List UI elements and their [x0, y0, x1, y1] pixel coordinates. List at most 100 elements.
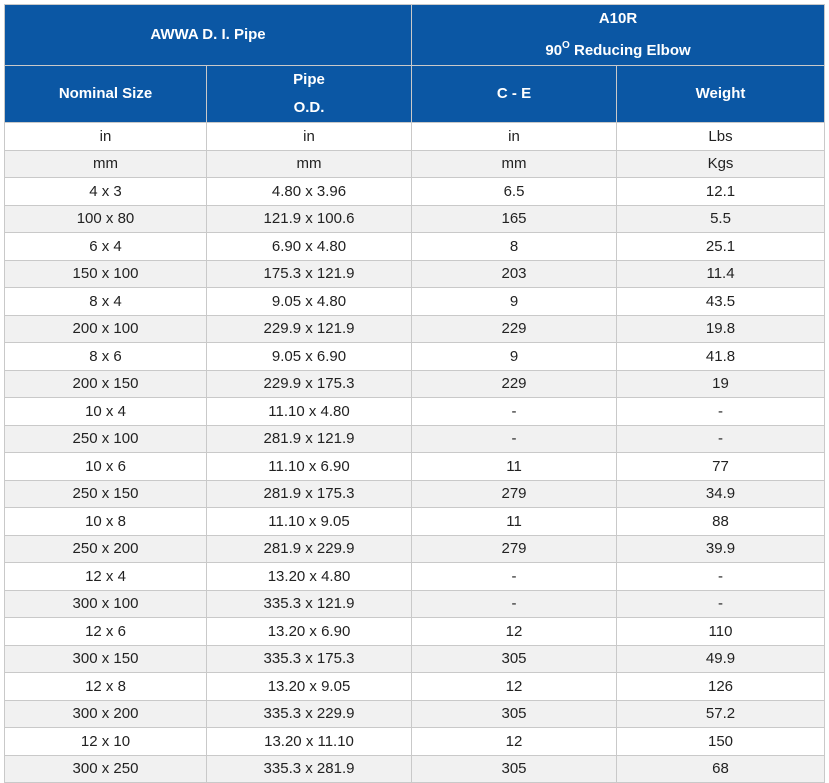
unit-row: in in in Lbs: [4, 122, 826, 151]
cell-pipe-od: in: [205, 122, 413, 151]
cell-nominal-size: 250 x 100: [4, 424, 207, 453]
table-row: 8 x 6 9.05 x 6.90 9 41.8: [4, 342, 826, 371]
header-od-label: O.D.: [293, 99, 325, 116]
cell-pipe-od: 121.9 x 100.6: [205, 204, 413, 233]
cell-pipe-od: 281.9 x 229.9: [205, 534, 413, 563]
cell-pipe-od: 4.80 x 3.96: [205, 177, 413, 206]
cell-pipe-od: 11.10 x 4.80: [205, 397, 413, 426]
cell-weight: 126: [616, 672, 826, 701]
header-ce-label: C - E: [496, 85, 532, 102]
cell-pipe-od: 13.20 x 11.10: [205, 727, 413, 756]
elbow-name: Reducing Elbow: [569, 42, 691, 59]
cell-ce: 11: [411, 507, 618, 536]
cell-ce: 6.5: [411, 177, 618, 206]
cell-ce: 12: [411, 672, 618, 701]
table-row: 8 x 4 9.05 x 4.80 9 43.5: [4, 287, 826, 316]
cell-nominal-size: 150 x 100: [4, 259, 207, 288]
cell-nominal-size: 300 x 150: [4, 644, 207, 673]
cell-weight: 12.1: [616, 177, 826, 206]
cell-nominal-size: 200 x 150: [4, 369, 207, 398]
cell-weight: 68: [616, 754, 826, 783]
cell-pipe-od: 281.9 x 121.9: [205, 424, 413, 453]
cell-pipe-od: 11.10 x 9.05: [205, 507, 413, 536]
table-row: 12 x 4 13.20 x 4.80- -: [4, 562, 826, 591]
cell-ce: 305: [411, 644, 618, 673]
cell-pipe-od: mm: [205, 149, 413, 178]
cell-weight: 150: [616, 727, 826, 756]
cell-nominal-size: 4 x 3: [4, 177, 207, 206]
cell-nominal-size: mm: [4, 149, 207, 178]
cell-pipe-od: 335.3 x 281.9: [205, 754, 413, 783]
header-nominal-size: Nominal Size: [4, 65, 207, 123]
table-row: 300 x 200 335.3 x 229.9 305 57.2: [4, 699, 826, 728]
cell-nominal-size: 250 x 200: [4, 534, 207, 563]
cell-nominal-size: 10 x 4: [4, 397, 207, 426]
cell-ce: 11: [411, 452, 618, 481]
table-row: 150 x 100 175.3 x 121.9 203 11.4: [4, 259, 826, 288]
cell-ce: mm: [411, 149, 618, 178]
cell-weight: 19: [616, 369, 826, 398]
header-group-elbow: A10R 90O Reducing Elbow: [411, 4, 826, 66]
cell-nominal-size: 300 x 100: [4, 589, 207, 618]
cell-ce: -: [411, 562, 618, 591]
header-weight-label: Weight: [695, 85, 746, 102]
table-row: 12 x 10 13.20 x 11.10 12 150: [4, 727, 826, 756]
cell-pipe-od: 335.3 x 121.9: [205, 589, 413, 618]
cell-weight: Kgs: [616, 149, 826, 178]
header-group-elbow-code: A10R: [598, 10, 638, 27]
table-row: 4 x 3 4.80 x 3.96 6.5 12.1: [4, 177, 826, 206]
table-row: 6 x 4 6.90 x 4.80 8 25.1: [4, 232, 826, 261]
cell-nominal-size: 300 x 250: [4, 754, 207, 783]
cell-nominal-size: 12 x 6: [4, 617, 207, 646]
cell-ce: 203: [411, 259, 618, 288]
cell-pipe-od: 13.20 x 4.80: [205, 562, 413, 591]
cell-pipe-od: 175.3 x 121.9: [205, 259, 413, 288]
cell-weight: 49.9: [616, 644, 826, 673]
cell-ce: 9: [411, 342, 618, 371]
cell-weight: 110: [616, 617, 826, 646]
cell-ce: 229: [411, 369, 618, 398]
cell-nominal-size: 100 x 80: [4, 204, 207, 233]
cell-ce: 9: [411, 287, 618, 316]
cell-nominal-size: 12 x 4: [4, 562, 207, 591]
table-row: 200 x 150 229.9 x 175.3 229 19: [4, 369, 826, 398]
cell-weight: 57.2: [616, 699, 826, 728]
table-row: 300 x 150 335.3 x 175.3 305 49.9: [4, 644, 826, 673]
cell-ce: 165: [411, 204, 618, 233]
cell-nominal-size: 10 x 6: [4, 452, 207, 481]
cell-ce: 305: [411, 754, 618, 783]
cell-weight: 19.8: [616, 314, 826, 343]
cell-ce: -: [411, 424, 618, 453]
cell-nominal-size: 8 x 4: [4, 287, 207, 316]
table-row: 300 x 100 335.3 x 121.9- -: [4, 589, 826, 618]
table-row: 10 x 8 11.10 x 9.05 11 88: [4, 507, 826, 536]
cell-pipe-od: 281.9 x 175.3: [205, 479, 413, 508]
table-header: AWWA D. I. Pipe A10R 90O Reducing Elbow …: [3, 4, 826, 123]
table-row: 12 x 6 13.20 x 6.90 12 110: [4, 617, 826, 646]
cell-nominal-size: 8 x 6: [4, 342, 207, 371]
cell-ce: 279: [411, 534, 618, 563]
cell-nominal-size: 12 x 8: [4, 672, 207, 701]
cell-weight: -: [616, 562, 826, 591]
cell-pipe-od: 229.9 x 175.3: [205, 369, 413, 398]
cell-ce: 12: [411, 727, 618, 756]
cell-nominal-size: in: [4, 122, 207, 151]
cell-nominal-size: 6 x 4: [4, 232, 207, 261]
cell-weight: -: [616, 589, 826, 618]
unit-row: mm mm mm Kgs: [4, 149, 826, 178]
elbow-angle: 90: [545, 42, 563, 59]
cell-weight: 34.9: [616, 479, 826, 508]
cell-ce: 305: [411, 699, 618, 728]
header-group-pipe: AWWA D. I. Pipe: [3, 4, 413, 66]
degree-mark: O: [562, 40, 570, 51]
cell-ce: -: [411, 397, 618, 426]
cell-nominal-size: 300 x 200: [4, 699, 207, 728]
cell-pipe-od: 229.9 x 121.9: [205, 314, 413, 343]
cell-ce: 8: [411, 232, 618, 261]
cell-ce: 12: [411, 617, 618, 646]
table-row: 200 x 100 229.9 x 121.9 229 19.8: [4, 314, 826, 343]
table-row: 10 x 4 11.10 x 4.80- -: [4, 397, 826, 426]
cell-pipe-od: 13.20 x 9.05: [205, 672, 413, 701]
header-group-elbow-title: 90O Reducing Elbow: [412, 33, 824, 65]
cell-nominal-size: 250 x 150: [4, 479, 207, 508]
